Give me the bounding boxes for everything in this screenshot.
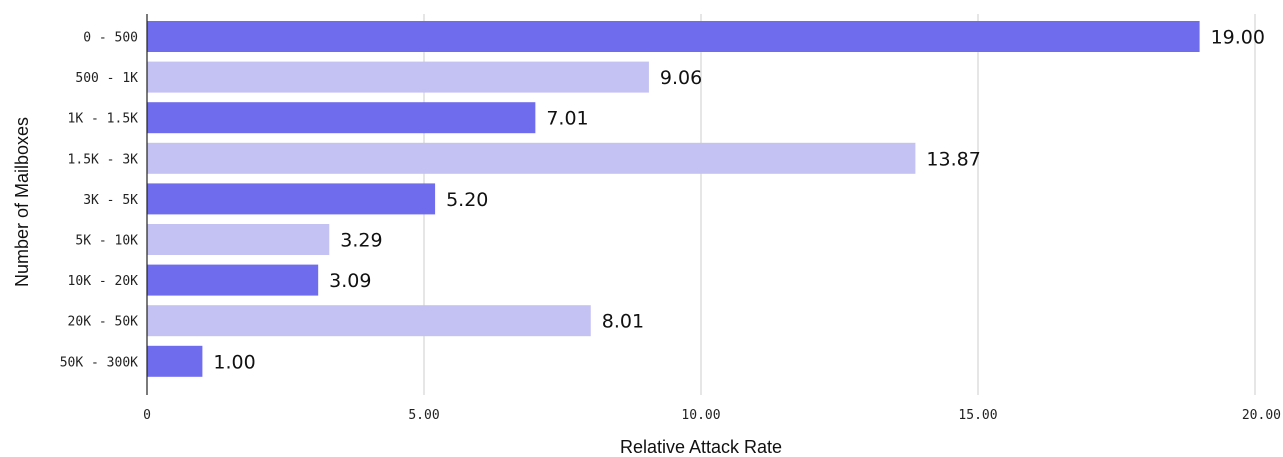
bar bbox=[147, 264, 319, 296]
x-tick-label: 15.00 bbox=[958, 408, 997, 423]
x-axis-title: Relative Attack Rate bbox=[620, 437, 782, 457]
x-tick-labels: 0 5.00 10.00 15.00 20.00 bbox=[143, 408, 1281, 423]
bar bbox=[147, 102, 536, 134]
bar-value-label: 7.01 bbox=[546, 108, 588, 130]
x-tick-label: 10.00 bbox=[681, 408, 720, 423]
bar-value-label: 1.00 bbox=[213, 351, 255, 373]
bar bbox=[147, 224, 330, 255]
y-tick-label: 500 - 1K bbox=[75, 71, 138, 86]
x-tick-label: 20.00 bbox=[1242, 408, 1281, 423]
bars bbox=[147, 21, 1200, 377]
y-tick-label: 0 - 500 bbox=[83, 31, 138, 46]
y-tick-label: 20K - 50K bbox=[68, 315, 139, 330]
y-tick-label: 50K - 300K bbox=[60, 355, 138, 370]
y-tick-labels: 0 - 500 500 - 1K 1K - 1.5K 1.5K - 3K 3K - 5K… bbox=[60, 31, 138, 371]
bar bbox=[147, 345, 203, 377]
bar-value-labels: 19.00 9.06 7.01 13.87 5.20 3.29 3.09 8.01 1.00 bbox=[213, 27, 1265, 374]
bar-value-label: 5.20 bbox=[446, 189, 488, 211]
bar bbox=[147, 183, 436, 215]
bar-value-label: 13.87 bbox=[926, 148, 980, 170]
y-tick-label: 3K - 5K bbox=[83, 193, 138, 208]
bar-value-label: 19.00 bbox=[1211, 27, 1265, 49]
y-tick-label: 10K - 20K bbox=[68, 274, 139, 289]
x-tick-label: 0 bbox=[143, 408, 151, 423]
y-tick-label: 5K - 10K bbox=[75, 234, 138, 249]
bar bbox=[147, 21, 1200, 52]
bar-value-label: 9.06 bbox=[660, 67, 702, 89]
bar bbox=[147, 142, 916, 174]
bar bbox=[147, 61, 649, 93]
bar-value-label: 3.09 bbox=[329, 270, 371, 292]
y-tick-label: 1K - 1.5K bbox=[68, 112, 139, 127]
y-axis-title: Number of Mailboxes bbox=[12, 117, 32, 287]
bar-value-label: 8.01 bbox=[602, 311, 644, 333]
y-tick-label: 1.5K - 3K bbox=[68, 152, 139, 167]
bar-value-label: 3.29 bbox=[340, 230, 382, 252]
bar bbox=[147, 305, 591, 337]
x-tick-label: 5.00 bbox=[408, 408, 439, 423]
